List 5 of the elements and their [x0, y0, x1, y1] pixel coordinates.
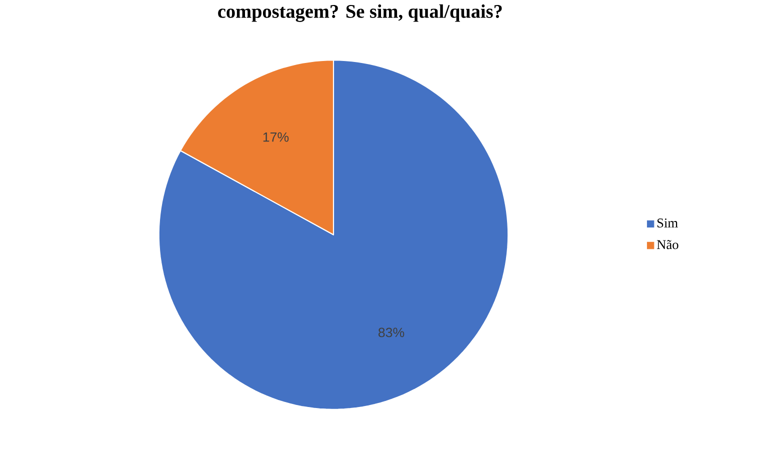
- data-label: 83%: [378, 328, 404, 338]
- legend-label: Não: [656, 240, 678, 250]
- legend-label: Sim: [657, 218, 678, 228]
- data-label: 17%: [263, 132, 289, 142]
- chart-title: compostagem? Se sim, qual/quais?: [218, 4, 502, 22]
